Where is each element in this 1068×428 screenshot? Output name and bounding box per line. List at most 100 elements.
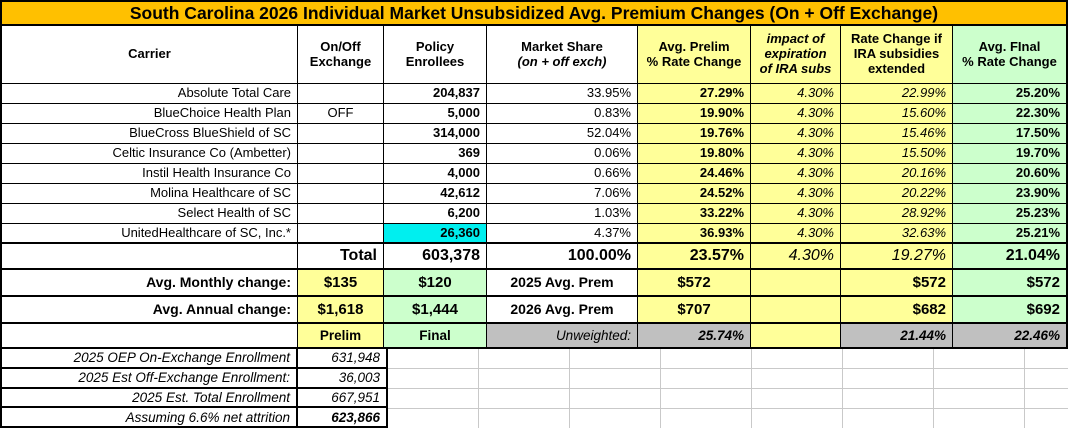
header-carrier: Carrier <box>2 26 298 83</box>
market-share-cell: 4.37% <box>487 224 638 242</box>
impact-blank-cell <box>751 297 841 322</box>
prem-2026-extended: $682 <box>841 297 953 322</box>
total-row: Total 603,378 100.00% 23.57% 4.30% 19.27… <box>2 244 1066 270</box>
ira-impact-cell: 4.30% <box>751 124 841 143</box>
extended-rate-cell: 22.99% <box>841 84 953 103</box>
total-label: Total <box>298 244 384 268</box>
enrollees-cell: 369 <box>384 144 487 163</box>
final-rate-cell: 25.21% <box>953 224 1066 242</box>
enrollment-footnotes: 2025 OEP On-Exchange Enrollment 631,948 … <box>0 349 388 428</box>
market-share-cell: 7.06% <box>487 184 638 203</box>
enrollees-cell: 4,000 <box>384 164 487 183</box>
carrier-name-cell: Absolute Total Care <box>2 84 298 103</box>
extended-rate-cell: 20.22% <box>841 184 953 203</box>
total-ira-impact: 4.30% <box>751 244 841 268</box>
table-row: UnitedHealthcare of SC, Inc.* 26,360 4.37%… <box>2 224 1066 244</box>
carrier-name-cell: BlueChoice Health Plan <box>2 104 298 123</box>
monthly-change-label: Avg. Monthly change: <box>2 270 298 295</box>
ira-impact-cell: 4.30% <box>751 84 841 103</box>
final-rate-cell: 23.90% <box>953 184 1066 203</box>
footnote-label: 2025 OEP On-Exchange Enrollment <box>2 349 298 367</box>
prem-2026-prelim: $707 <box>638 297 751 322</box>
exchange-cell <box>298 204 384 223</box>
total-market-share: 100.00% <box>487 244 638 268</box>
prelim-rate-cell: 27.29% <box>638 84 751 103</box>
footnote-label: 2025 Est. Total Enrollment <box>2 388 298 407</box>
unweighted-extended: 21.44% <box>841 324 953 347</box>
impact-blank-cell <box>751 324 841 347</box>
extended-rate-cell: 20.16% <box>841 164 953 183</box>
footnote-row: 2025 Est Off-Exchange Enrollment: 36,003 <box>2 368 386 389</box>
prem-2025-label: 2025 Avg. Prem <box>487 270 638 295</box>
enrollees-cell: 5,000 <box>384 104 487 123</box>
premium-change-table: South Carolina 2026 Individual Market Un… <box>0 0 1068 349</box>
footnote-label: Assuming 6.6% net attrition <box>2 408 298 426</box>
prelim-rate-cell: 19.76% <box>638 124 751 143</box>
table-row: Select Health of SC 6,200 1.03% 33.22% 4.30%… <box>2 204 1066 224</box>
prelim-rate-cell: 24.52% <box>638 184 751 203</box>
extended-rate-cell: 15.60% <box>841 104 953 123</box>
market-share-cell: 0.06% <box>487 144 638 163</box>
footnote-row: 2025 OEP On-Exchange Enrollment 631,948 <box>2 349 386 369</box>
header-market-share-main: Market Share <box>521 38 603 54</box>
exchange-cell <box>298 124 384 143</box>
footnote-value: 631,948 <box>331 350 380 366</box>
prem-2026-label: 2026 Avg. Prem <box>487 297 638 322</box>
table-row: Celtic Insurance Co (Ambetter) 369 0.06% 19… <box>2 144 1066 164</box>
carrier-name-cell: Celtic Insurance Co (Ambetter) <box>2 144 298 163</box>
header-ira-impact: impact of expiration of IRA subs <box>751 26 841 83</box>
table-row: BlueCross BlueShield of SC 314,000 52.04% 1… <box>2 124 1066 144</box>
unweighted-prelim: 25.74% <box>638 324 751 347</box>
carrier-name-cell: BlueCross BlueShield of SC <box>2 124 298 143</box>
prelim-rate-cell: 33.22% <box>638 204 751 223</box>
final-rate-cell: 20.60% <box>953 164 1066 183</box>
market-share-cell: 0.66% <box>487 164 638 183</box>
impact-blank-cell <box>751 270 841 295</box>
enrollees-cell: 26,360 <box>384 224 487 242</box>
footnote-value: 667,951 <box>331 389 380 405</box>
carrier-name-cell: Molina Healthcare of SC <box>2 184 298 203</box>
total-prelim-rate: 23.57% <box>638 244 751 268</box>
prem-2025-final: $572 <box>953 270 1066 295</box>
monthly-prelim-change: $135 <box>298 270 384 295</box>
annual-prelim-change: $1,618 <box>298 297 384 322</box>
unweighted-spacer <box>2 324 298 347</box>
total-enrollees: 603,378 <box>384 244 487 268</box>
market-share-cell: 1.03% <box>487 204 638 223</box>
header-prelim-rate: Avg. Prelim % Rate Change <box>638 26 751 83</box>
final-rate-cell: 25.23% <box>953 204 1066 223</box>
footnote-value: 623,866 <box>331 409 380 425</box>
final-rate-cell: 22.30% <box>953 104 1066 123</box>
prelim-rate-cell: 19.90% <box>638 104 751 123</box>
exchange-cell <box>298 184 384 203</box>
prem-2025-prelim: $572 <box>638 270 751 295</box>
carrier-name-cell: Instil Health Insurance Co <box>2 164 298 183</box>
prem-2026-final: $692 <box>953 297 1066 322</box>
ira-impact-cell: 4.30% <box>751 164 841 183</box>
ira-impact-cell: 4.30% <box>751 104 841 123</box>
header-final-rate: Avg. FInal % Rate Change <box>953 26 1066 83</box>
unweighted-row: Prelim Final Unweighted: 25.74% 21.44% 2… <box>2 324 1066 347</box>
footnote-row: 2025 Est. Total Enrollment 667,951 <box>2 388 386 409</box>
market-share-cell: 0.83% <box>487 104 638 123</box>
exchange-cell <box>298 224 384 242</box>
header-exchange: On/Off Exchange <box>298 26 384 83</box>
table-row: Instil Health Insurance Co 4,000 0.66% 24.4… <box>2 164 1066 184</box>
unweighted-label: Unweighted: <box>487 324 638 347</box>
final-rate-cell: 25.20% <box>953 84 1066 103</box>
carrier-name-cell: Select Health of SC <box>2 204 298 223</box>
table-row: Molina Healthcare of SC 42,612 7.06% 24.52%… <box>2 184 1066 204</box>
header-extended-rate: Rate Change if IRA subsidies extended <box>841 26 953 83</box>
total-extended-rate: 19.27% <box>841 244 953 268</box>
empty-spreadsheet-gridlines <box>388 349 1068 428</box>
prem-2025-extended: $572 <box>841 270 953 295</box>
ira-impact-cell: 4.30% <box>751 144 841 163</box>
table-row: Absolute Total Care 204,837 33.95% 27.29% 4.… <box>2 84 1066 104</box>
annual-change-label: Avg. Annual change: <box>2 297 298 322</box>
footnote-row: Assuming 6.6% net attrition 623,866 <box>2 408 386 426</box>
extended-rate-cell: 28.92% <box>841 204 953 223</box>
header-row: Carrier On/Off Exchange Policy Enrollees… <box>2 26 1066 84</box>
table-title: South Carolina 2026 Individual Market Un… <box>2 2 1066 26</box>
prelim-column-tag: Prelim <box>298 324 384 347</box>
